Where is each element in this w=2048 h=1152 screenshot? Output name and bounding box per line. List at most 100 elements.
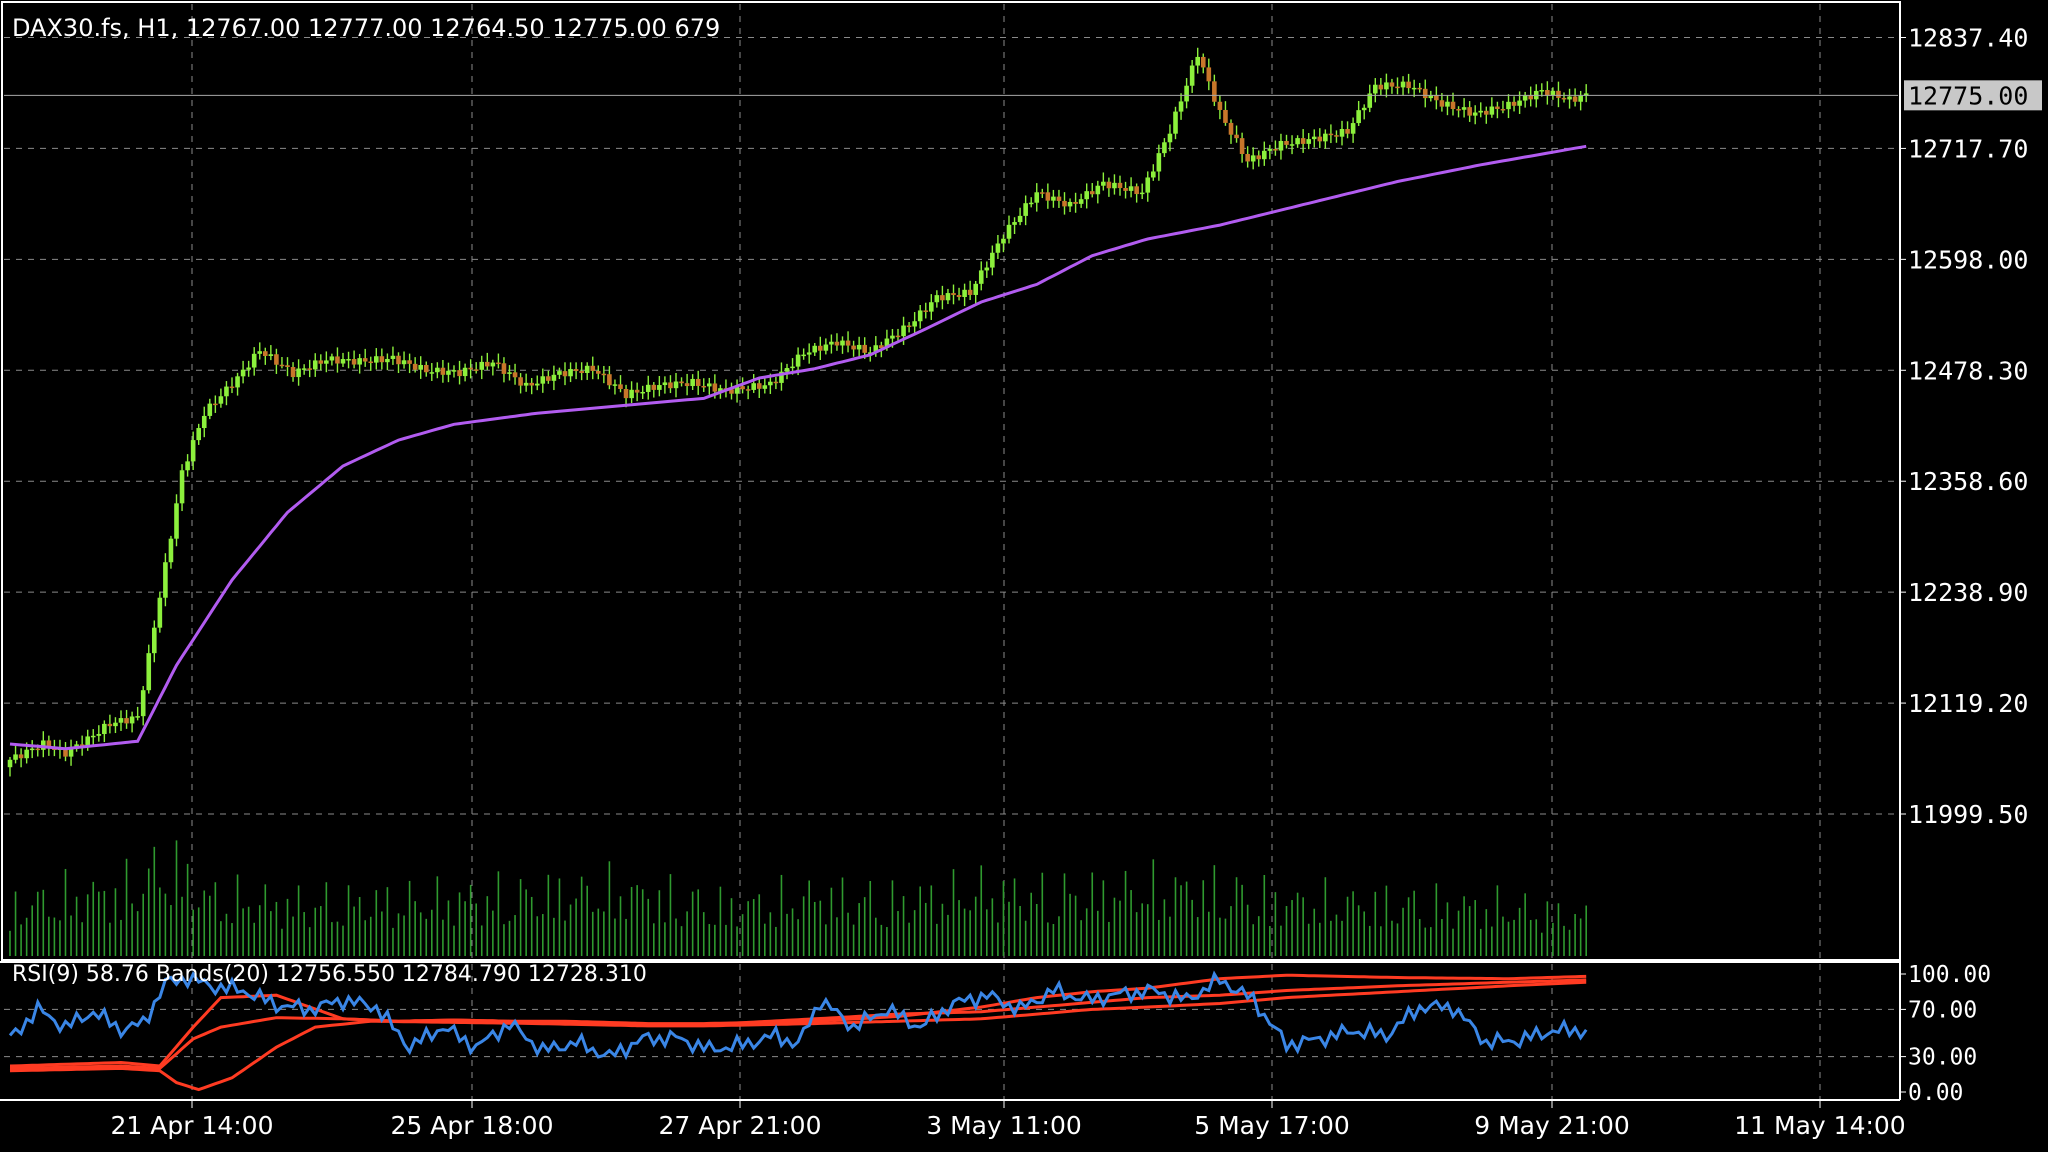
volume-histogram bbox=[9, 840, 1587, 956]
bull-candle bbox=[13, 754, 18, 760]
bull-candle bbox=[218, 396, 224, 404]
bull-candle bbox=[429, 372, 435, 374]
price-grid bbox=[4, 4, 1898, 958]
price-tick-label: 12119.20 bbox=[1908, 689, 2028, 718]
bull-candle bbox=[1078, 199, 1084, 204]
bull-candle bbox=[1373, 84, 1378, 94]
bear-candle bbox=[834, 341, 840, 346]
bull-candle bbox=[1567, 96, 1572, 100]
bull-candle bbox=[990, 252, 995, 268]
bull-candle bbox=[657, 385, 662, 390]
bear-candle bbox=[307, 368, 312, 370]
moving-average-line bbox=[9, 144, 1587, 751]
bull-candle bbox=[1367, 93, 1373, 108]
price-axis[interactable]: 12837.40 12717.70 12598.00 12478.30 12358.60… bbox=[1900, 24, 2028, 830]
bull-candle bbox=[235, 376, 240, 388]
bear-candle bbox=[573, 369, 579, 372]
bull-candle bbox=[1384, 82, 1389, 90]
bear-candle bbox=[679, 381, 684, 384]
bull-candle bbox=[7, 759, 13, 768]
bull-candle bbox=[1167, 133, 1173, 143]
bull-candle bbox=[1139, 192, 1145, 195]
bear-candle bbox=[1228, 122, 1234, 135]
bull-candle bbox=[945, 293, 951, 301]
bull-candle bbox=[157, 597, 163, 628]
bear-candle bbox=[412, 363, 418, 370]
rsi-pane[interactable]: RSI(9) 58.76 Bands(20) 12756.550 12784.7… bbox=[0, 961, 1900, 1100]
rsi-header: RSI(9) 58.76 Bands(20) 12756.550 12784.7… bbox=[12, 962, 647, 987]
bull-candle bbox=[168, 538, 174, 563]
time-axis[interactable]: 21 Apr 14:00 25 Apr 18:00 27 Apr 21:00 3 Ma… bbox=[0, 2, 1906, 1140]
bull-candle bbox=[1361, 107, 1367, 111]
bear-candle bbox=[562, 371, 568, 377]
bull-candle bbox=[1067, 201, 1073, 207]
bull-candle bbox=[873, 345, 879, 353]
bull-candle bbox=[1101, 181, 1106, 186]
bull-candle bbox=[1006, 224, 1012, 239]
bear-candle bbox=[818, 345, 823, 351]
bull-candle bbox=[324, 360, 329, 364]
last-price-tag: 12775.00 bbox=[1904, 80, 2042, 111]
bull-candle bbox=[534, 383, 540, 386]
bull-candle bbox=[784, 368, 790, 372]
bull-candle bbox=[68, 748, 74, 757]
bull-candle bbox=[374, 356, 379, 363]
bear-candle bbox=[1484, 110, 1489, 115]
bear-candle bbox=[967, 289, 973, 295]
rsi-axis: 100.00 70.00 30.00 0.00 bbox=[1900, 962, 1991, 1106]
bear-candle bbox=[1256, 155, 1262, 160]
bull-candle bbox=[1411, 87, 1417, 90]
bear-candle bbox=[895, 335, 901, 338]
bear-candle bbox=[1378, 84, 1384, 90]
bull-candle bbox=[1267, 148, 1273, 151]
bear-candle bbox=[1134, 186, 1139, 195]
bull-candle bbox=[1023, 203, 1028, 216]
bull-candle bbox=[1356, 110, 1361, 124]
bull-candle bbox=[1001, 238, 1006, 244]
bull-candle bbox=[1012, 222, 1017, 225]
bull-candle bbox=[1506, 101, 1511, 110]
bull-candle bbox=[612, 384, 618, 386]
price-pane[interactable]: DAX30.fs, H1, 12767.00 12777.00 12764.50… bbox=[1, 1, 1901, 961]
bear-candle bbox=[651, 384, 657, 390]
rsi-middle-band bbox=[9, 978, 1587, 1070]
bear-candle bbox=[46, 740, 52, 749]
bear-candle bbox=[1467, 107, 1472, 116]
bear-candle bbox=[1040, 192, 1045, 194]
bear-candle bbox=[473, 369, 479, 371]
bear-candle bbox=[684, 383, 690, 387]
bear-candle bbox=[862, 344, 867, 353]
bull-candle bbox=[507, 372, 512, 374]
bear-candle bbox=[1406, 81, 1411, 89]
bear-candle bbox=[396, 355, 401, 365]
bear-candle bbox=[107, 723, 113, 727]
rsi-tick-label: 70.00 bbox=[1908, 997, 1977, 1023]
bear-candle bbox=[63, 747, 68, 757]
bear-candle bbox=[1556, 90, 1561, 98]
bull-candle bbox=[1173, 111, 1178, 134]
bear-candle bbox=[229, 386, 235, 389]
bull-candle bbox=[435, 367, 440, 373]
bull-candle bbox=[640, 391, 645, 394]
bear-candle bbox=[1511, 101, 1517, 106]
price-tick-label: 12598.00 bbox=[1908, 245, 2028, 274]
bull-candle bbox=[901, 325, 906, 337]
bull-candle bbox=[1539, 90, 1545, 92]
bear-candle bbox=[701, 385, 707, 388]
bull-candle bbox=[24, 749, 29, 759]
time-tick-label: 9 May 21:00 bbox=[1474, 1111, 1630, 1140]
bear-candle bbox=[1317, 136, 1323, 142]
bull-candle bbox=[1278, 140, 1284, 151]
bear-candle bbox=[318, 360, 324, 364]
bull-candle bbox=[385, 358, 390, 363]
bull-candle bbox=[163, 562, 168, 598]
bull-candle bbox=[479, 361, 485, 370]
bull-candle bbox=[1445, 101, 1450, 107]
bull-candle bbox=[174, 503, 179, 539]
bear-candle bbox=[1422, 88, 1428, 99]
bull-candle bbox=[540, 376, 546, 384]
bear-candle bbox=[1062, 200, 1067, 207]
bull-candle bbox=[1339, 129, 1345, 137]
bull-candle bbox=[135, 716, 140, 718]
